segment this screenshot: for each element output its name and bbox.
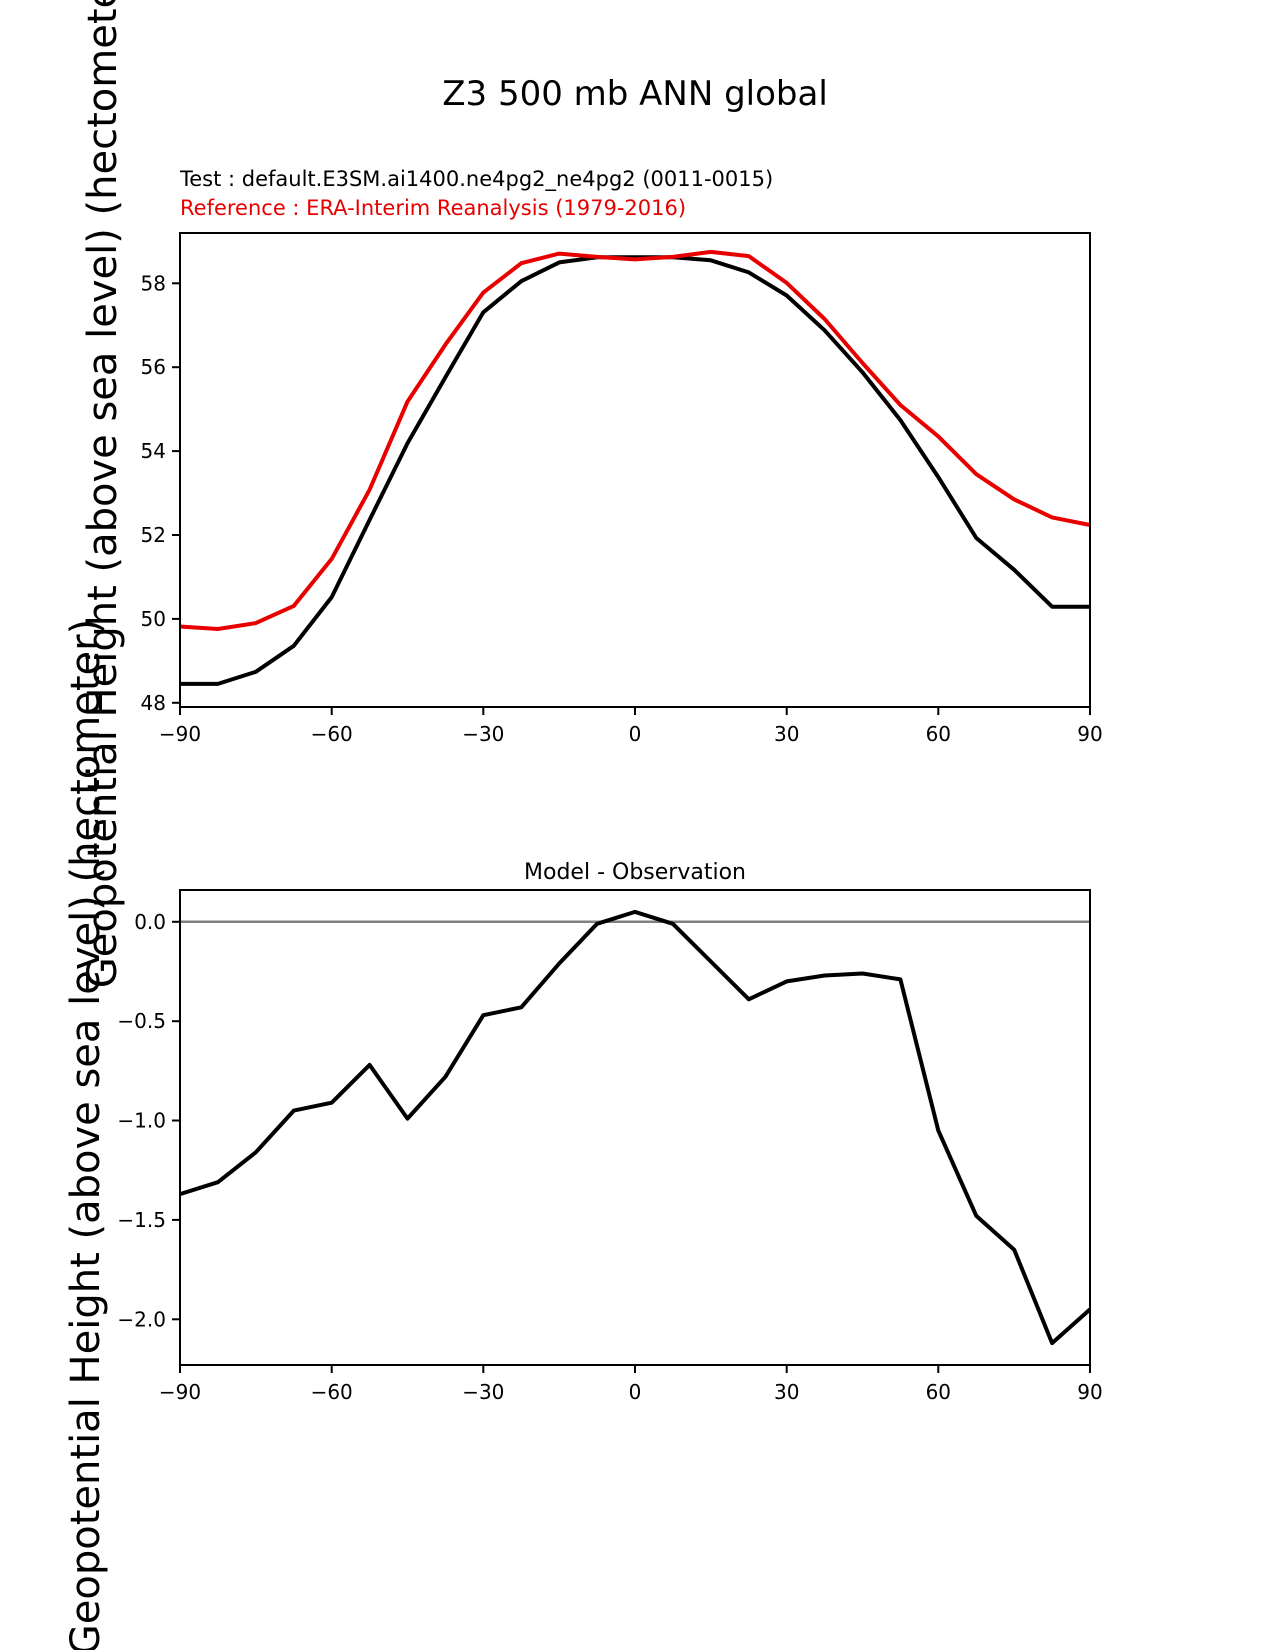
reference-line bbox=[179, 249, 1091, 631]
x-tick-label: 0 bbox=[629, 1380, 642, 1404]
figure-title: Z3 500 mb ANN global bbox=[442, 74, 828, 114]
x-tick-label: −30 bbox=[462, 1380, 504, 1404]
bottom-chart-title: Model - Observation bbox=[524, 860, 746, 885]
y-tick-label: −1.5 bbox=[117, 1208, 166, 1232]
y-tick-label: 48 bbox=[141, 691, 166, 715]
test-line bbox=[180, 255, 1090, 686]
y-tick-label: 0.0 bbox=[134, 910, 166, 934]
x-tick-label: −60 bbox=[311, 722, 353, 746]
y-tick-label: −1.0 bbox=[117, 1109, 166, 1133]
y-tick-label: −2.0 bbox=[117, 1307, 166, 1331]
test-run-label: Test : default.E3SM.ai1400.ne4pg2_ne4pg2… bbox=[180, 167, 774, 191]
x-tick-label: 30 bbox=[774, 722, 799, 746]
y-tick-label: 54 bbox=[141, 439, 166, 463]
x-tick-label: 90 bbox=[1077, 1380, 1102, 1404]
x-tick-label: −60 bbox=[311, 1380, 353, 1404]
x-tick-label: 90 bbox=[1077, 722, 1102, 746]
difference-line bbox=[179, 909, 1092, 1346]
x-tick-label: −90 bbox=[159, 1380, 201, 1404]
axes-frame bbox=[179, 889, 1091, 1366]
y-tick-label: 58 bbox=[141, 271, 166, 295]
x-tick-label: 0 bbox=[629, 722, 642, 746]
y-tick-label: −0.5 bbox=[117, 1009, 166, 1033]
x-tick-label: −90 bbox=[159, 722, 201, 746]
x-tick-label: 60 bbox=[926, 722, 951, 746]
x-tick-label: 30 bbox=[774, 1380, 799, 1404]
x-tick-label: 60 bbox=[926, 1380, 951, 1404]
y-tick-label: 50 bbox=[141, 607, 166, 631]
y-tick-label: 52 bbox=[141, 523, 166, 547]
axes-frame bbox=[179, 232, 1091, 708]
y-tick-label: 56 bbox=[141, 355, 166, 379]
x-tick-label: −30 bbox=[462, 722, 504, 746]
reference-run-label: Reference : ERA-Interim Reanalysis (1979… bbox=[180, 196, 687, 220]
